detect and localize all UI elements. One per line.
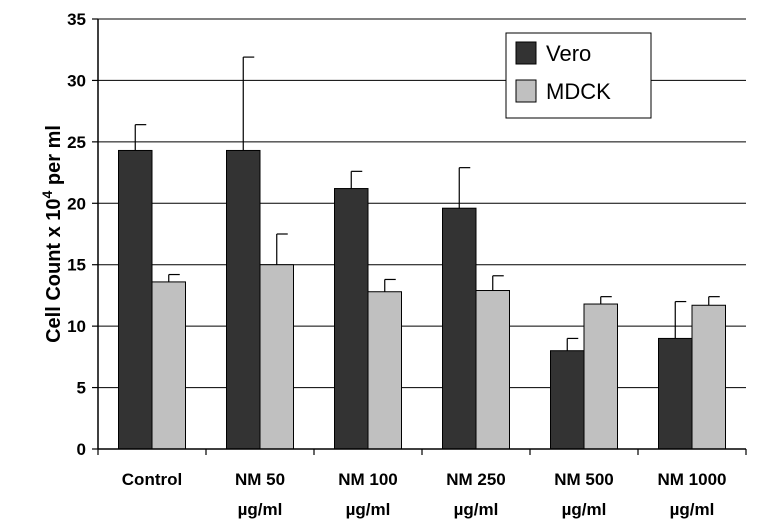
x-tick-label: µg/ml bbox=[562, 500, 607, 519]
bar-mdck bbox=[475, 290, 510, 450]
gridlines bbox=[98, 18, 746, 389]
bar-vero bbox=[334, 188, 369, 450]
bar-vero bbox=[550, 350, 585, 450]
axes: 0 5 10 15 20 25 30 35 Control NM 50 µg/ml NM 100 µg/… bbox=[67, 10, 747, 519]
y-tick-label: 5 bbox=[77, 379, 86, 398]
legend-label: MDCK bbox=[546, 79, 611, 104]
x-tick-label: NM 1000 bbox=[658, 470, 727, 489]
x-tick-label: Control bbox=[122, 470, 182, 489]
y-tick-label: 20 bbox=[67, 194, 86, 213]
bar-mdck bbox=[583, 303, 618, 450]
bar-vero bbox=[226, 149, 261, 450]
legend-swatch bbox=[515, 79, 537, 103]
y-tick-label: 35 bbox=[67, 10, 86, 29]
bar-mdck bbox=[691, 304, 726, 450]
x-tick-label: NM 250 bbox=[446, 470, 506, 489]
bar-mdck bbox=[367, 291, 402, 450]
y-axis-title: Cell Count x 104 per ml bbox=[39, 125, 65, 343]
x-tick-label: µg/ml bbox=[454, 500, 499, 519]
bar-vero bbox=[442, 207, 477, 450]
x-tick-label: NM 500 bbox=[554, 470, 614, 489]
x-tick-label: µg/ml bbox=[346, 500, 391, 519]
bar-mdck bbox=[151, 281, 186, 450]
y-tick-label: 30 bbox=[67, 71, 86, 90]
bar-vero bbox=[658, 337, 693, 450]
y-tick-label: 25 bbox=[67, 133, 86, 152]
legend-label: Vero bbox=[546, 41, 591, 66]
x-tick-label: NM 50 bbox=[235, 470, 285, 489]
x-tick-label: NM 100 bbox=[338, 470, 398, 489]
y-tick-label: 10 bbox=[67, 317, 86, 336]
bar-mdck bbox=[259, 264, 294, 450]
y-tick-label: 15 bbox=[67, 256, 86, 275]
bar-vero bbox=[118, 149, 153, 450]
bars bbox=[118, 56, 726, 450]
legend: Vero MDCK bbox=[505, 32, 652, 119]
y-tick-label: 0 bbox=[77, 440, 86, 459]
x-tick-label: µg/ml bbox=[238, 500, 283, 519]
x-tick-label: µg/ml bbox=[670, 500, 715, 519]
legend-swatch bbox=[515, 41, 537, 65]
